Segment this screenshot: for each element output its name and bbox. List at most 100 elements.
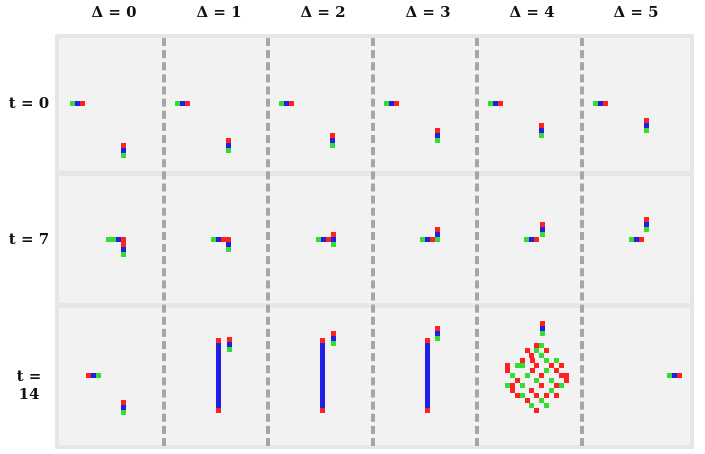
burst-pixel	[559, 373, 564, 378]
burst-pixel	[554, 358, 559, 363]
burst-pixel	[530, 358, 535, 363]
glider-pixel	[279, 101, 284, 106]
burst-pixel	[554, 393, 559, 398]
burst-pixel	[549, 388, 554, 393]
glider-pixel	[384, 101, 389, 106]
glider-pixel	[284, 101, 289, 106]
burst-pixel	[515, 378, 520, 383]
glider-pixel	[488, 101, 493, 106]
glider-pixel	[540, 232, 545, 237]
glider-pixel	[389, 101, 394, 106]
glider-pixel	[539, 133, 544, 138]
glider-pixel	[226, 138, 231, 143]
glider-pixel	[331, 336, 336, 341]
burst-pixel	[510, 373, 515, 378]
glider-pixel	[121, 143, 126, 148]
burst-pixel	[539, 353, 544, 358]
glider-pixel	[185, 101, 190, 106]
glider-pixel	[121, 148, 126, 153]
column-divider-4	[475, 38, 479, 446]
burst-pixel	[505, 383, 510, 388]
bar-end-pixel	[216, 338, 221, 343]
glider-pixel	[331, 331, 336, 336]
burst-pixel	[510, 388, 515, 393]
glider-pixel	[677, 373, 682, 378]
column-label-delta-2: Δ = 2	[300, 3, 346, 21]
column-divider-1	[162, 38, 166, 446]
burst-pixel	[520, 393, 525, 398]
glider-pixel	[598, 101, 603, 106]
burst-pixel	[534, 408, 539, 413]
column-label-delta-3: Δ = 3	[405, 3, 451, 21]
burst-pixel	[534, 363, 539, 368]
glider-pixel	[227, 347, 232, 352]
burst-pixel	[529, 388, 534, 393]
burst-pixel	[520, 363, 525, 368]
burst-pixel	[505, 368, 510, 373]
burst-pixel	[544, 368, 549, 373]
glider-pixel	[116, 237, 121, 242]
glider-pixel	[540, 331, 545, 336]
burst-pixel	[539, 383, 544, 388]
glider-pixel	[227, 337, 232, 342]
glider-pixel	[331, 341, 336, 346]
glider-pixel	[227, 342, 232, 347]
bar-end-pixel	[425, 338, 430, 343]
glider-pixel	[435, 227, 440, 232]
burst-pixel	[515, 363, 520, 368]
glider-pixel	[529, 237, 534, 242]
glider-pixel	[96, 373, 101, 378]
glider-pixel	[121, 242, 126, 247]
glider-pixel	[226, 237, 231, 242]
burst-pixel	[529, 353, 534, 358]
glider-pixel	[667, 373, 672, 378]
glider-pixel	[593, 101, 598, 106]
glider-pixel	[106, 237, 111, 242]
column-label-delta-1: Δ = 1	[196, 3, 242, 21]
glider-pixel	[75, 101, 80, 106]
glider-pixel	[603, 101, 608, 106]
glider-pixel	[121, 410, 126, 415]
burst-pixel	[544, 403, 549, 408]
burst-pixel	[534, 343, 539, 348]
burst-pixel	[525, 348, 530, 353]
glider-pixel	[180, 101, 185, 106]
glider-pixel	[330, 133, 335, 138]
glider-pixel	[435, 128, 440, 133]
glider-pixel	[226, 143, 231, 148]
glider-pixel	[211, 237, 216, 242]
glider-pixel	[121, 247, 126, 252]
glider-pixel	[221, 237, 226, 242]
glider-pixel	[331, 237, 336, 242]
glider-pixel	[121, 400, 126, 405]
glider-pixel	[330, 138, 335, 143]
burst-pixel	[564, 378, 569, 383]
glider-pixel	[420, 237, 425, 242]
glider-pixel	[289, 101, 294, 106]
glider-pixel	[121, 237, 126, 242]
bar-end-pixel	[320, 408, 325, 413]
column-divider-3	[371, 38, 375, 446]
column-divider-5	[580, 38, 584, 446]
glider-pixel	[539, 123, 544, 128]
burst-pixel	[544, 358, 549, 363]
glider-pixel	[435, 232, 440, 237]
glider-pixel	[540, 326, 545, 331]
burst-pixel	[505, 363, 510, 368]
glider-pixel	[644, 217, 649, 222]
glider-pixel	[425, 237, 430, 242]
column-label-delta-5: Δ = 5	[613, 3, 659, 21]
glider-pixel	[226, 247, 231, 252]
bar-end-pixel	[320, 338, 325, 343]
burst-pixel	[554, 368, 559, 373]
glider-pixel	[86, 373, 91, 378]
burst-pixel	[554, 383, 559, 388]
glider-pixel	[70, 101, 75, 106]
burst-pixel	[525, 398, 530, 403]
glider-pixel	[644, 128, 649, 133]
glider-pixel	[435, 133, 440, 138]
burst-pixel	[539, 373, 544, 378]
glider-pixel	[326, 237, 331, 242]
glider-pixel	[121, 153, 126, 158]
glider-pixel	[226, 242, 231, 247]
